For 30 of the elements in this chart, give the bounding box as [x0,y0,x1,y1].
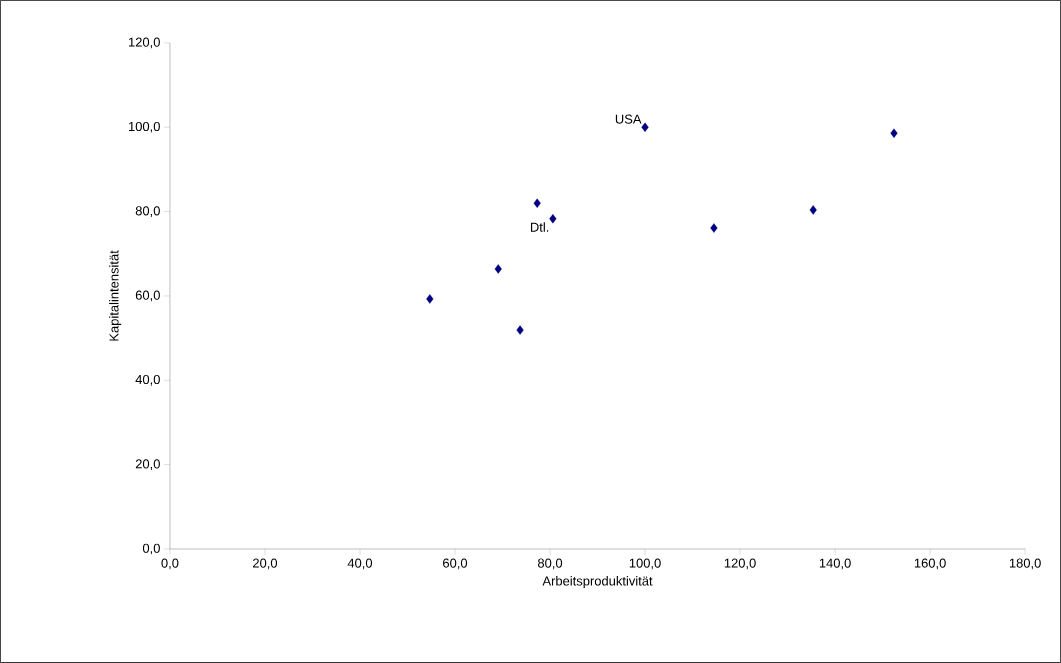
x-axis-title: Arbeitsproduktivität [542,576,653,589]
y-tick-label: 120,0 [128,37,160,49]
point [641,122,649,132]
point [890,128,898,138]
annotation: USA [615,114,642,124]
point [809,205,817,215]
annotation: Dtl. [530,222,549,232]
y-tick-label: 100,0 [128,121,160,133]
y-tick-label: 0,0 [142,543,160,555]
x-tick-label: 140,0 [819,558,851,570]
point [426,294,434,304]
point [710,223,718,233]
x-tick-label: 60,0 [443,558,468,570]
y-axis-title: Kapitalintensität [109,250,122,341]
x-tick-label: 100,0 [629,558,661,570]
point [533,198,541,208]
x-tick-label: 0,0 [161,558,179,570]
point [549,214,557,224]
y-tick-label: 60,0 [135,290,160,302]
x-tick-label: 20,0 [253,558,278,570]
y-tick-label: 20,0 [135,459,160,471]
point [494,264,502,274]
x-tick-label: 120,0 [724,558,756,570]
y-tick-label: 80,0 [135,206,160,217]
point [516,325,524,335]
x-tick-label: 80,0 [537,558,563,570]
y-tick-label: 40,0 [135,374,160,386]
x-tick-label: 180,0 [1009,558,1041,570]
x-tick-label: 40,0 [347,558,373,570]
x-tick-label: 160,0 [914,558,946,570]
